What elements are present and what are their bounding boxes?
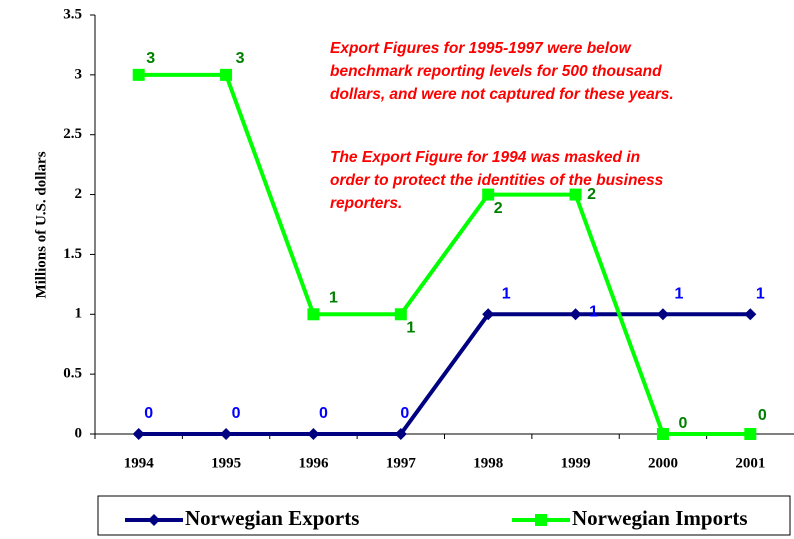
data-label: 0 xyxy=(319,405,328,422)
annotation: order to protect the identities of the b… xyxy=(330,172,664,189)
y-tick-label: 1 xyxy=(75,306,83,322)
marker xyxy=(482,188,495,201)
x-tick-label: 1995 xyxy=(211,455,241,471)
data-label: 0 xyxy=(232,405,241,422)
marker xyxy=(132,428,145,440)
x-tick-label: 1997 xyxy=(386,455,417,471)
marker xyxy=(656,308,669,321)
data-label: 1 xyxy=(406,320,415,337)
series-line xyxy=(138,72,751,436)
y-tick-label: 2 xyxy=(75,186,83,202)
marker xyxy=(482,308,495,321)
x-tick-label: 1996 xyxy=(298,455,329,471)
y-tick-label: 2.5 xyxy=(63,126,82,142)
legend-box xyxy=(97,495,791,536)
y-tick-label: 3.5 xyxy=(63,6,82,22)
data-label: 1 xyxy=(674,286,683,303)
series-line xyxy=(138,312,751,436)
x-tick-label: 1998 xyxy=(473,455,503,471)
marker xyxy=(535,514,547,526)
marker xyxy=(569,308,582,321)
data-label: 1 xyxy=(589,304,598,321)
annotation: benchmark reporting levels for 500 thous… xyxy=(330,63,662,80)
data-label: 0 xyxy=(758,407,767,424)
marker xyxy=(394,428,407,440)
marker xyxy=(148,514,160,526)
annotation: The Export Figure for 1994 was masked in xyxy=(330,149,640,166)
annotation: Export Figures for 1995-1997 were below xyxy=(330,40,632,57)
y-tick-label: 0.5 xyxy=(63,366,82,382)
y-tick-label: 1.5 xyxy=(63,246,82,262)
legend-label: Norwegian Imports xyxy=(572,506,748,530)
x-tick-label: 2001 xyxy=(735,455,765,471)
marker xyxy=(569,188,582,201)
data-label: 0 xyxy=(400,405,409,422)
y-tick-label: 3 xyxy=(75,66,83,82)
y-tick-label: 0 xyxy=(75,425,83,441)
x-tick-label: 1994 xyxy=(124,455,155,471)
marker xyxy=(394,308,407,321)
data-label: 0 xyxy=(144,405,153,422)
marker xyxy=(307,428,320,440)
marker xyxy=(307,308,320,321)
data-label: 1 xyxy=(502,286,511,303)
legend-label: Norwegian Exports xyxy=(185,506,359,530)
y-axis-label: Millions of U.S. dollars xyxy=(33,151,49,298)
marker xyxy=(220,428,233,440)
x-tick-label: 2000 xyxy=(648,455,678,471)
data-label: 1 xyxy=(756,286,765,303)
annotation: dollars, and were not captured for these… xyxy=(330,86,674,103)
marker xyxy=(220,68,233,81)
data-label: 1 xyxy=(329,290,338,307)
data-label: 0 xyxy=(678,415,687,432)
marker xyxy=(132,68,145,81)
marker xyxy=(656,428,669,440)
annotation: reporters. xyxy=(330,195,402,212)
marker xyxy=(744,428,757,440)
data-label: 3 xyxy=(236,50,245,67)
marker xyxy=(744,308,757,321)
data-label: 3 xyxy=(146,50,155,67)
data-label: 2 xyxy=(587,186,596,203)
x-tick-label: 1999 xyxy=(561,455,591,471)
data-label: 2 xyxy=(494,200,503,217)
